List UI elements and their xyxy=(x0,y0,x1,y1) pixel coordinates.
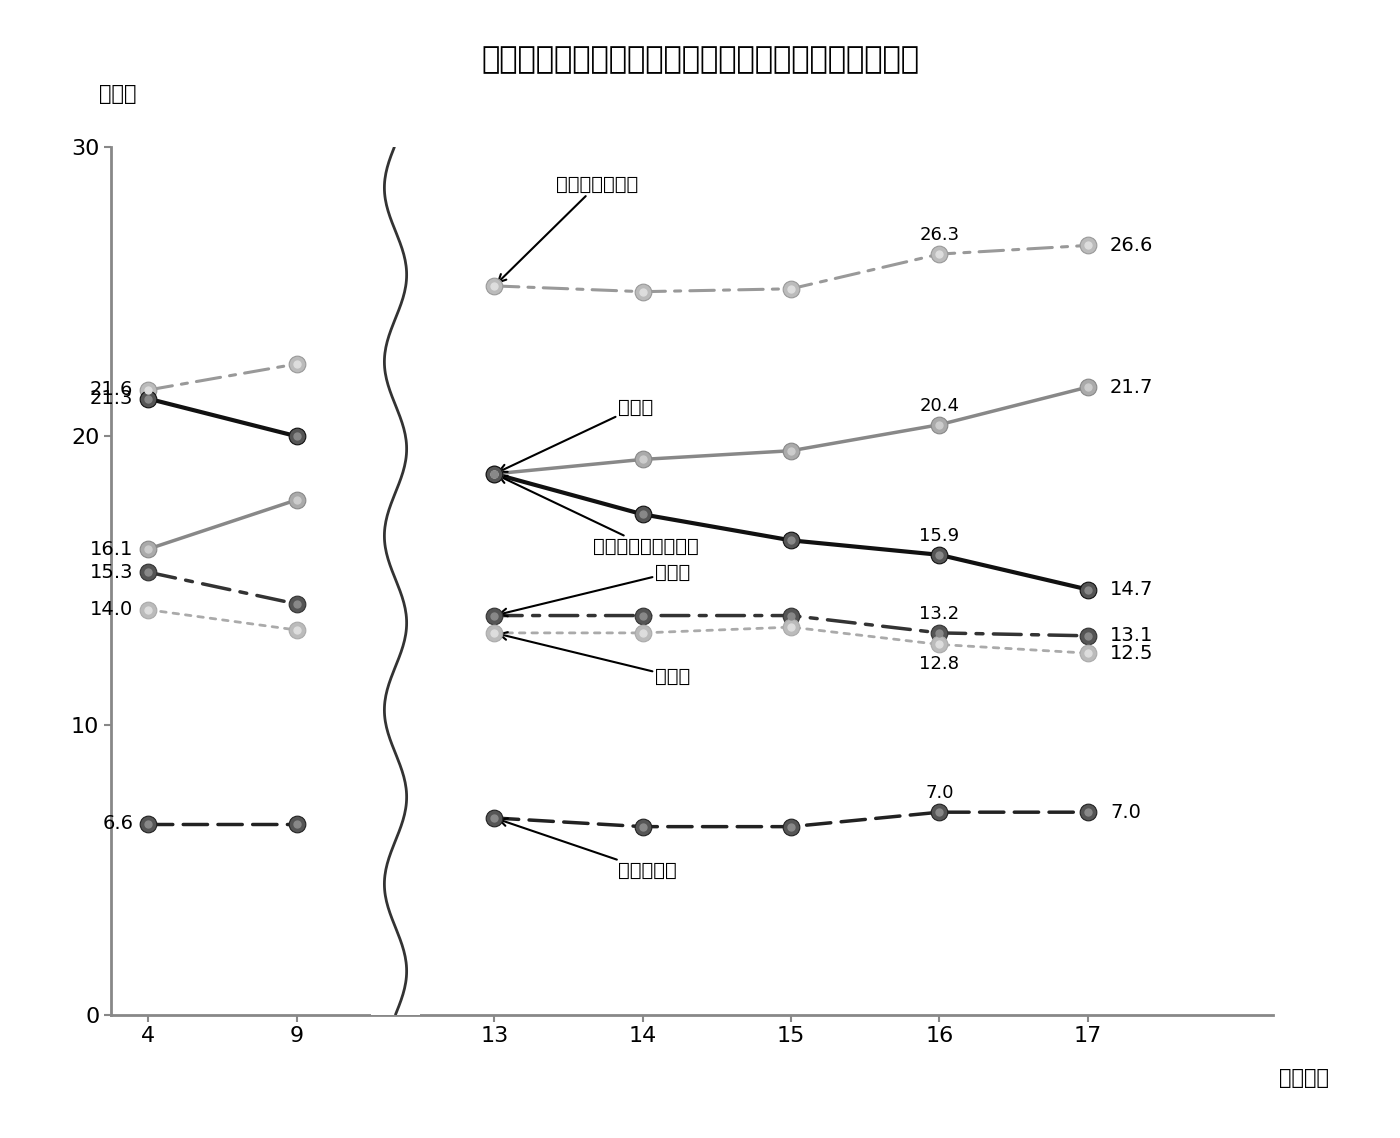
Text: 公債費: 公債費 xyxy=(498,398,654,472)
Text: 15.9: 15.9 xyxy=(920,527,959,545)
Text: 26.6: 26.6 xyxy=(1110,236,1154,255)
Text: 21.6: 21.6 xyxy=(90,380,133,399)
Text: 7.0: 7.0 xyxy=(925,784,953,802)
Text: 15.3: 15.3 xyxy=(90,562,133,582)
Text: 社会保障関係費: 社会保障関係費 xyxy=(498,175,638,282)
Text: 7.0: 7.0 xyxy=(1110,802,1141,822)
Text: 6.6: 6.6 xyxy=(102,815,133,833)
Text: 国土保全及び開発費: 国土保全及び開発費 xyxy=(498,476,699,555)
Text: 13.1: 13.1 xyxy=(1110,626,1154,645)
Text: （年度）: （年度） xyxy=(1280,1069,1330,1088)
Text: 16.1: 16.1 xyxy=(90,539,133,559)
Text: 教育費: 教育費 xyxy=(500,562,690,617)
Text: 14.7: 14.7 xyxy=(1110,580,1154,599)
Text: 12.8: 12.8 xyxy=(920,654,959,673)
Text: 機関費: 機関費 xyxy=(500,633,690,686)
Text: 14.0: 14.0 xyxy=(90,600,133,619)
Text: 13.2: 13.2 xyxy=(920,604,959,622)
Text: 第１図　国・地方を通じる目的別歳出額構成比の推移: 第１図 国・地方を通じる目的別歳出額構成比の推移 xyxy=(482,46,918,74)
Text: 産業経済費: 産業経済費 xyxy=(500,818,676,880)
Text: （％）: （％） xyxy=(99,84,136,104)
Text: 26.3: 26.3 xyxy=(920,226,959,244)
Text: 20.4: 20.4 xyxy=(920,396,959,414)
Bar xyxy=(371,147,420,1015)
Text: 12.5: 12.5 xyxy=(1110,644,1154,662)
Text: 21.3: 21.3 xyxy=(90,389,133,409)
Text: 21.7: 21.7 xyxy=(1110,378,1154,397)
